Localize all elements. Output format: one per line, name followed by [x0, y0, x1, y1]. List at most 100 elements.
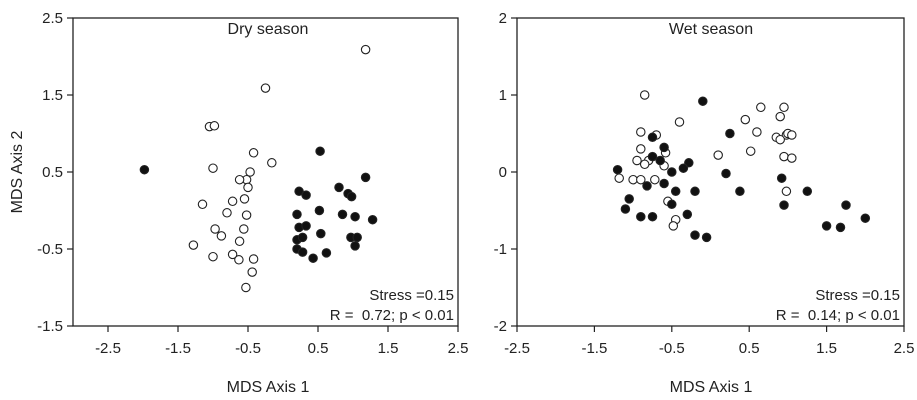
- wet-season-filled-point: [701, 232, 712, 243]
- wet-season-open-point: [614, 173, 624, 183]
- wet-season-filled-point: [667, 167, 677, 177]
- wet-season-filled-point: [776, 173, 787, 183]
- wet-season-filled-point: [721, 168, 731, 179]
- dry-season-filled-point: [360, 172, 371, 183]
- dry-season-filled-point: [308, 253, 318, 263]
- wet-season-filled-point: [682, 209, 693, 220]
- wet-season-x-tick-label: 1.5: [816, 340, 837, 357]
- wet-season-y-tick-label: 1: [499, 87, 507, 104]
- dry-season-filled-point: [350, 211, 360, 222]
- wet-season-open-point: [745, 146, 756, 156]
- wet-season-open-point: [668, 221, 679, 231]
- dry-season-filled-point: [346, 191, 357, 202]
- wet-season-filled-point: [690, 186, 700, 197]
- dry-season-open-point: [245, 167, 255, 177]
- wet-season-open-point: [636, 144, 646, 154]
- wet-season-filled-point: [860, 213, 871, 223]
- wet-season-open-point: [674, 117, 685, 127]
- wet-season-filled-point: [735, 186, 745, 197]
- wet-season-open-point: [787, 153, 797, 163]
- wet-season-filled-point: [612, 164, 623, 175]
- wet-season-filled-point: [690, 230, 700, 240]
- dry-season-stress-annotation: Stress =0.15: [369, 287, 454, 304]
- wet-season-points: [612, 90, 871, 243]
- dry-season-filled-point: [315, 146, 325, 156]
- wet-season-filled-point: [620, 204, 631, 214]
- dry-season-title: Dry season: [228, 21, 309, 38]
- wet-season-plot-frame: [516, 17, 905, 327]
- dry-season-open-point: [208, 163, 218, 173]
- wet-season-filled-point: [659, 142, 669, 153]
- dry-season-open-point: [227, 249, 238, 260]
- dry-season-filled-point: [314, 205, 325, 216]
- dry-season-open-point: [241, 282, 251, 293]
- dry-season-open-point: [267, 158, 277, 168]
- dry-season-open-point: [210, 224, 220, 234]
- dry-season-open-point: [222, 208, 232, 218]
- wet-season-filled-point: [678, 163, 689, 173]
- dry-season-y-tick-label: 1.5: [42, 87, 63, 104]
- dry-season-x-axis-title: MDS Axis 1: [227, 379, 310, 396]
- wet-season-filled-point: [779, 200, 789, 210]
- dry-season-open-point: [260, 83, 271, 93]
- wet-season-open-point: [787, 130, 797, 140]
- dry-season-open-point: [241, 210, 252, 220]
- wet-season-y-tick-label: 2: [499, 10, 507, 27]
- dry-season-open-point: [227, 196, 238, 207]
- dry-season-y-axis-title: MDS Axis 2: [9, 131, 26, 214]
- dry-season-open-point: [248, 148, 259, 158]
- dry-season-x-tick-label: 2.5: [448, 340, 469, 357]
- dry-season-filled-point: [350, 241, 360, 251]
- wet-season-open-point: [636, 174, 646, 185]
- dry-season-x-tick-label: 1.5: [378, 340, 399, 357]
- dry-season-x-tick-label: -0.5: [235, 340, 261, 357]
- wet-season-x-tick-label: -1.5: [581, 340, 607, 357]
- wet-season-ticks: -2.5 -1.5 -0.5 0.5 1.5 2.5 -2 -1 0 1 2: [494, 10, 915, 357]
- wet-season-filled-point: [647, 151, 658, 162]
- dry-season-open-point: [234, 174, 245, 185]
- wet-season-filled-point: [802, 186, 813, 197]
- wet-season-filled-point: [624, 194, 634, 204]
- wet-season-x-tick-label: 2.5: [894, 340, 915, 357]
- dry-season-filled-point: [321, 248, 332, 258]
- wet-season-filled-point: [841, 200, 851, 210]
- dry-season-panel: -2.5 -1.5 -0.5 0.5 1.5 2.5 -1.5 -0.5 0.5 1.5 2.5 D…: [9, 10, 468, 396]
- dry-season-filled-point: [297, 232, 308, 243]
- wet-season-filled-point: [636, 211, 646, 222]
- wet-season-filled-point: [647, 211, 658, 222]
- wet-season-filled-point: [821, 221, 832, 231]
- dry-season-filled-point: [334, 182, 344, 193]
- wet-season-x-tick-label: -0.5: [659, 340, 685, 357]
- wet-season-open-point: [628, 174, 638, 185]
- dry-season-r-annotation: R = 0.72; p < 0.01: [330, 307, 454, 324]
- dry-season-filled-point: [292, 209, 302, 220]
- dry-season-x-tick-label: 0.5: [308, 340, 329, 357]
- wet-season-open-point: [775, 111, 785, 122]
- dry-season-filled-point: [297, 247, 308, 257]
- wet-season-title: Wet season: [669, 21, 753, 38]
- dry-season-open-point: [197, 199, 208, 210]
- wet-season-open-point: [779, 151, 789, 162]
- dry-season-open-point: [243, 182, 253, 193]
- dry-season-filled-point: [337, 209, 348, 220]
- wet-season-filled-point: [659, 178, 669, 189]
- dry-season-open-point: [234, 236, 245, 247]
- wet-season-filled-point: [835, 222, 846, 233]
- wet-season-open-point: [779, 102, 789, 113]
- wet-season-y-tick-label: 0: [499, 164, 507, 181]
- wet-season-open-point: [781, 186, 792, 197]
- wet-season-stress-annotation: Stress =0.15: [815, 287, 900, 304]
- wet-season-r-annotation: R = 0.14; p < 0.01: [776, 307, 900, 324]
- dry-season-x-tick-label: -1.5: [165, 340, 191, 357]
- wet-season-filled-point: [667, 199, 677, 210]
- dry-season-points: [139, 44, 378, 293]
- dry-season-open-point: [239, 224, 249, 234]
- dry-season-open-point: [208, 251, 218, 262]
- dry-season-filled-point: [139, 164, 150, 175]
- wet-season-open-point: [636, 127, 646, 137]
- dry-season-open-point: [216, 231, 227, 241]
- wet-season-open-point: [756, 102, 766, 113]
- dry-season-x-tick-label: -2.5: [95, 340, 121, 357]
